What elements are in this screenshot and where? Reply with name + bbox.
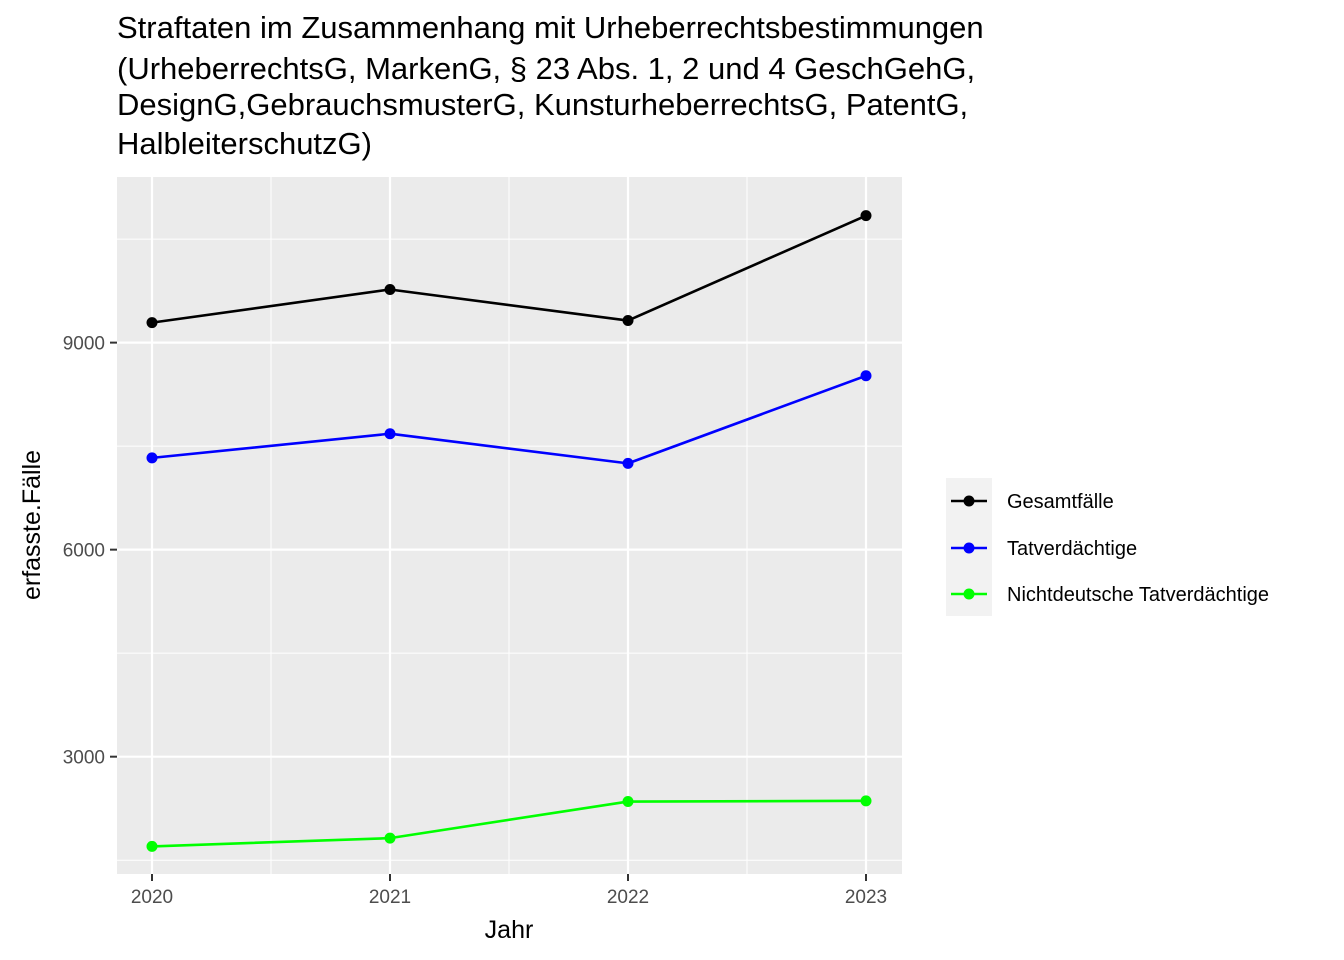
y-tick-label: 9000 bbox=[63, 334, 105, 355]
series-3-point bbox=[622, 796, 634, 808]
legend-key-point bbox=[963, 495, 975, 507]
series-2-point bbox=[860, 370, 872, 382]
legend-key-point bbox=[963, 542, 975, 554]
chart-title-line-2: (UrheberrechtsG, MarkenG, § 23 Abs. 1, 2… bbox=[117, 51, 975, 86]
series-2-point bbox=[384, 428, 396, 440]
x-tick-label: 2023 bbox=[845, 887, 887, 908]
series-3-point bbox=[860, 795, 872, 807]
legend-label: Gesamtfälle bbox=[1007, 491, 1114, 513]
y-axis-title: erfasste.Fälle bbox=[18, 450, 46, 600]
grid-minor bbox=[117, 177, 902, 874]
chart-title-line-4: HalbleiterschutzG) bbox=[117, 126, 372, 161]
series-1-point bbox=[622, 315, 634, 327]
series-line-3 bbox=[151, 799, 867, 848]
y-tick-label: 3000 bbox=[63, 748, 105, 769]
legend-label: Nichtdeutsche Tatverdächtige bbox=[1007, 584, 1269, 606]
series-1-point bbox=[146, 317, 158, 329]
x-tick-label: 2021 bbox=[369, 887, 411, 908]
series-3-point bbox=[146, 840, 158, 852]
legend-key-point bbox=[963, 588, 975, 600]
y-tick-label: 6000 bbox=[63, 541, 105, 562]
series-line-2 bbox=[151, 374, 867, 465]
series-line-1 bbox=[151, 214, 867, 324]
series-1-point bbox=[384, 283, 396, 295]
chart-title-line-3: DesignG,GebrauchsmusterG, Kunsturheberre… bbox=[117, 87, 968, 122]
series-1-point bbox=[860, 210, 872, 222]
x-axis-title: Jahr bbox=[485, 916, 534, 944]
series-3-point bbox=[384, 832, 396, 844]
series-2-point bbox=[622, 457, 634, 469]
chart-title-line-1: Straftaten im Zusammenhang mit Urheberre… bbox=[117, 10, 984, 45]
chart-title: Straftaten im Zusammenhang mit Urheberre… bbox=[117, 10, 984, 161]
axes: 3000 6000 9000 2020 2021 2022 2023 bbox=[63, 334, 887, 908]
series-2-point bbox=[146, 452, 158, 464]
series-layer bbox=[146, 210, 872, 852]
legend-label: Tatverdächtige bbox=[1007, 538, 1137, 560]
x-tick-label: 2022 bbox=[607, 887, 649, 908]
legend: Gesamtfälle Tatverdächtige Nichtdeutsche T… bbox=[946, 478, 1269, 616]
x-tick-label: 2020 bbox=[131, 887, 173, 908]
